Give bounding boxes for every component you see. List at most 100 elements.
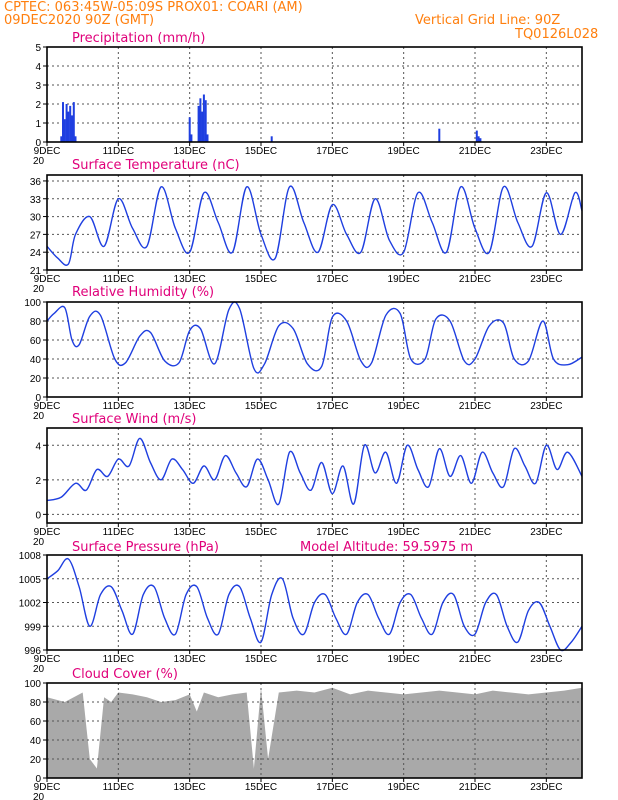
y-tick-label: 1008 bbox=[19, 551, 42, 562]
header-line-1: CPTEC: 063:45W-05:09S PROX01: COARI (AM) bbox=[4, 0, 303, 15]
x-tick-label: 19DEC bbox=[388, 146, 420, 157]
x-axis-cutoff-text: 20 bbox=[33, 664, 45, 675]
y-tick-label: 21 bbox=[30, 266, 42, 277]
x-tick-label: 19DEC bbox=[388, 274, 420, 285]
y-tick-label: 100 bbox=[24, 298, 41, 309]
precip-bar bbox=[197, 105, 200, 142]
precip-bar bbox=[65, 104, 68, 142]
x-tick-label: 17DEC bbox=[316, 146, 348, 157]
precip-bar bbox=[72, 102, 75, 142]
x-tick-label: 13DEC bbox=[174, 782, 206, 793]
y-tick-label: 20 bbox=[30, 755, 42, 766]
precip-bar bbox=[477, 136, 480, 142]
x-tick-label: 15DEC bbox=[245, 654, 277, 665]
x-tick-label: 11DEC bbox=[103, 654, 135, 665]
x-tick-label: 13DEC bbox=[174, 654, 206, 665]
x-tick-label: 23DEC bbox=[530, 274, 562, 285]
precip-bar bbox=[201, 111, 204, 142]
precip-bar bbox=[67, 111, 70, 142]
series-line bbox=[46, 557, 583, 652]
y-tick-label: 60 bbox=[30, 717, 42, 728]
y-tick-label: 0 bbox=[35, 393, 41, 404]
y-tick-label: 996 bbox=[24, 646, 41, 657]
x-tick-label: 9DEC bbox=[34, 274, 61, 285]
x-tick-label: 19DEC bbox=[388, 401, 420, 412]
precip-bar bbox=[63, 119, 66, 142]
x-tick-label: 13DEC bbox=[174, 401, 206, 412]
x-tick-label: 21DEC bbox=[459, 274, 491, 285]
precip-bar bbox=[204, 100, 207, 142]
precip-bar bbox=[69, 105, 72, 142]
y-tick-label: 40 bbox=[30, 736, 42, 747]
x-tick-label: 15DEC bbox=[245, 527, 277, 538]
precip-bar bbox=[475, 130, 478, 142]
series-line bbox=[46, 301, 583, 374]
panel-title: Relative Humidity (%) bbox=[72, 285, 214, 300]
header-model-id: TQ0126L028 bbox=[515, 27, 599, 42]
precip-bar bbox=[270, 136, 273, 142]
x-axis-cutoff-text: 20 bbox=[33, 156, 45, 167]
precip-bar bbox=[74, 136, 77, 142]
x-tick-label: 19DEC bbox=[388, 782, 420, 793]
y-tick-label: 5 bbox=[35, 43, 41, 54]
series-line bbox=[46, 185, 583, 266]
x-tick-label: 21DEC bbox=[459, 654, 491, 665]
precip-bar bbox=[62, 102, 64, 142]
panel-title: Surface Wind (m/s) bbox=[72, 412, 196, 427]
x-tick-label: 21DEC bbox=[459, 401, 491, 412]
x-tick-label: 23DEC bbox=[530, 782, 562, 793]
panel-title: Cloud Cover (%) bbox=[72, 667, 178, 682]
x-tick-label: 13DEC bbox=[174, 146, 206, 157]
x-tick-label: 23DEC bbox=[530, 401, 562, 412]
precip-bar bbox=[188, 117, 191, 142]
precip-bar bbox=[438, 128, 441, 142]
x-tick-label: 17DEC bbox=[316, 654, 348, 665]
precip-bar bbox=[199, 98, 202, 142]
x-tick-label: 11DEC bbox=[103, 527, 135, 538]
precip-bar bbox=[190, 134, 193, 142]
x-tick-label: 23DEC bbox=[530, 654, 562, 665]
x-tick-label: 19DEC bbox=[388, 654, 420, 665]
header-grid-line: Vertical Grid Line: 90Z bbox=[415, 13, 561, 28]
series-line bbox=[46, 437, 583, 506]
precip-bar bbox=[71, 115, 73, 142]
y-tick-label: 60 bbox=[30, 336, 42, 347]
y-tick-label: 3 bbox=[35, 81, 41, 92]
header-date: 09DEC2020 90Z (GMT) bbox=[4, 13, 155, 28]
x-tick-label: 11DEC bbox=[103, 274, 135, 285]
x-tick-label: 13DEC bbox=[174, 527, 206, 538]
precip-bar bbox=[479, 138, 482, 142]
precip-bar bbox=[206, 134, 209, 142]
panel-frame bbox=[46, 46, 583, 143]
panel-frame bbox=[46, 682, 583, 779]
x-axis-cutoff-text: 20 bbox=[33, 537, 45, 548]
precip-bar bbox=[60, 136, 63, 142]
x-tick-label: 15DEC bbox=[245, 146, 277, 157]
x-tick-label: 13DEC bbox=[174, 274, 206, 285]
panel-title: Surface Temperature (nC) bbox=[72, 158, 240, 173]
x-tick-label: 17DEC bbox=[316, 401, 348, 412]
x-axis-cutoff-text: 20 bbox=[33, 792, 45, 800]
y-tick-label: 80 bbox=[30, 317, 42, 328]
y-tick-label: 2 bbox=[35, 476, 41, 487]
y-tick-label: 2 bbox=[35, 100, 41, 111]
x-tick-label: 9DEC bbox=[34, 527, 61, 538]
x-axis-cutoff-text: 20 bbox=[33, 411, 45, 422]
y-tick-label: 36 bbox=[30, 177, 42, 188]
x-tick-label: 19DEC bbox=[388, 527, 420, 538]
y-tick-label: 4 bbox=[35, 62, 41, 73]
x-tick-label: 21DEC bbox=[459, 527, 491, 538]
model-altitude-label: Model Altitude: 59.5975 m bbox=[300, 540, 473, 555]
x-tick-label: 23DEC bbox=[530, 527, 562, 538]
y-tick-label: 30 bbox=[30, 213, 42, 224]
x-tick-label: 21DEC bbox=[459, 146, 491, 157]
y-tick-label: 33 bbox=[30, 195, 42, 206]
y-tick-label: 1005 bbox=[19, 575, 42, 586]
x-tick-label: 11DEC bbox=[103, 401, 135, 412]
panel-frame bbox=[46, 174, 583, 271]
y-tick-label: 4 bbox=[35, 441, 41, 452]
y-tick-label: 0 bbox=[35, 138, 41, 149]
y-tick-label: 24 bbox=[30, 248, 42, 259]
x-tick-label: 17DEC bbox=[316, 274, 348, 285]
